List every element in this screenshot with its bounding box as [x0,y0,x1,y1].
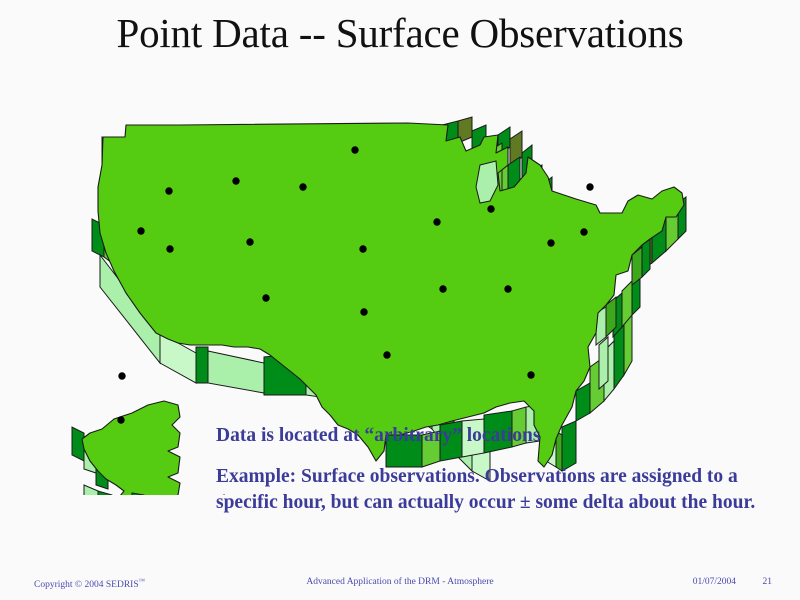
slide-footer: Copyright © 2004 SEDRIS™ Advanced Applic… [0,574,800,590]
lake-michigan [475,160,499,204]
footer-copyright: Copyright © 2004 SEDRIS™ [34,574,145,593]
point-marker [351,146,359,154]
point-marker [439,285,447,293]
point-marker [118,372,126,380]
point-marker [580,228,588,236]
point-marker [586,183,594,191]
point-marker [504,285,512,293]
alaska-region [71,400,225,495]
point-marker [487,205,495,213]
observation-points [117,146,594,424]
trademark-icon: ™ [138,578,145,585]
point-marker [547,239,555,247]
point-marker [262,294,270,302]
point-marker [117,416,125,424]
alaska-top-face [81,400,225,495]
point-marker [137,227,145,235]
point-marker [246,238,254,246]
body-paragraph-2: Example: Surface observations. Observati… [216,465,756,514]
point-marker [383,351,391,359]
footer-copyright-text: Copyright © 2004 SEDRIS [34,580,139,591]
us-map-figure: .topface { fill:#55cc11; stroke:#1a1a1a;… [28,95,708,495]
point-marker [433,218,441,226]
point-marker [166,245,174,253]
footer-page-number: 21 [762,577,773,587]
point-marker [527,371,535,379]
point-marker [299,183,307,191]
point-marker [165,187,173,195]
us-map-svg: .topface { fill:#55cc11; stroke:#1a1a1a;… [71,116,687,495]
point-marker [359,245,367,253]
footer-center-text: Advanced Application of the DRM - Atmosp… [306,577,494,587]
footer-date: 01/07/2004 [692,577,736,587]
body-paragraph-1: Data is located at “arbitrary” locations [216,425,541,446]
page-title: Point Data -- Surface Observations [116,10,684,56]
body-text-block: Data is located at “arbitrary” locations… [216,423,792,517]
point-marker [360,308,368,316]
continental-us-top-face [97,122,685,468]
point-marker [232,177,240,185]
